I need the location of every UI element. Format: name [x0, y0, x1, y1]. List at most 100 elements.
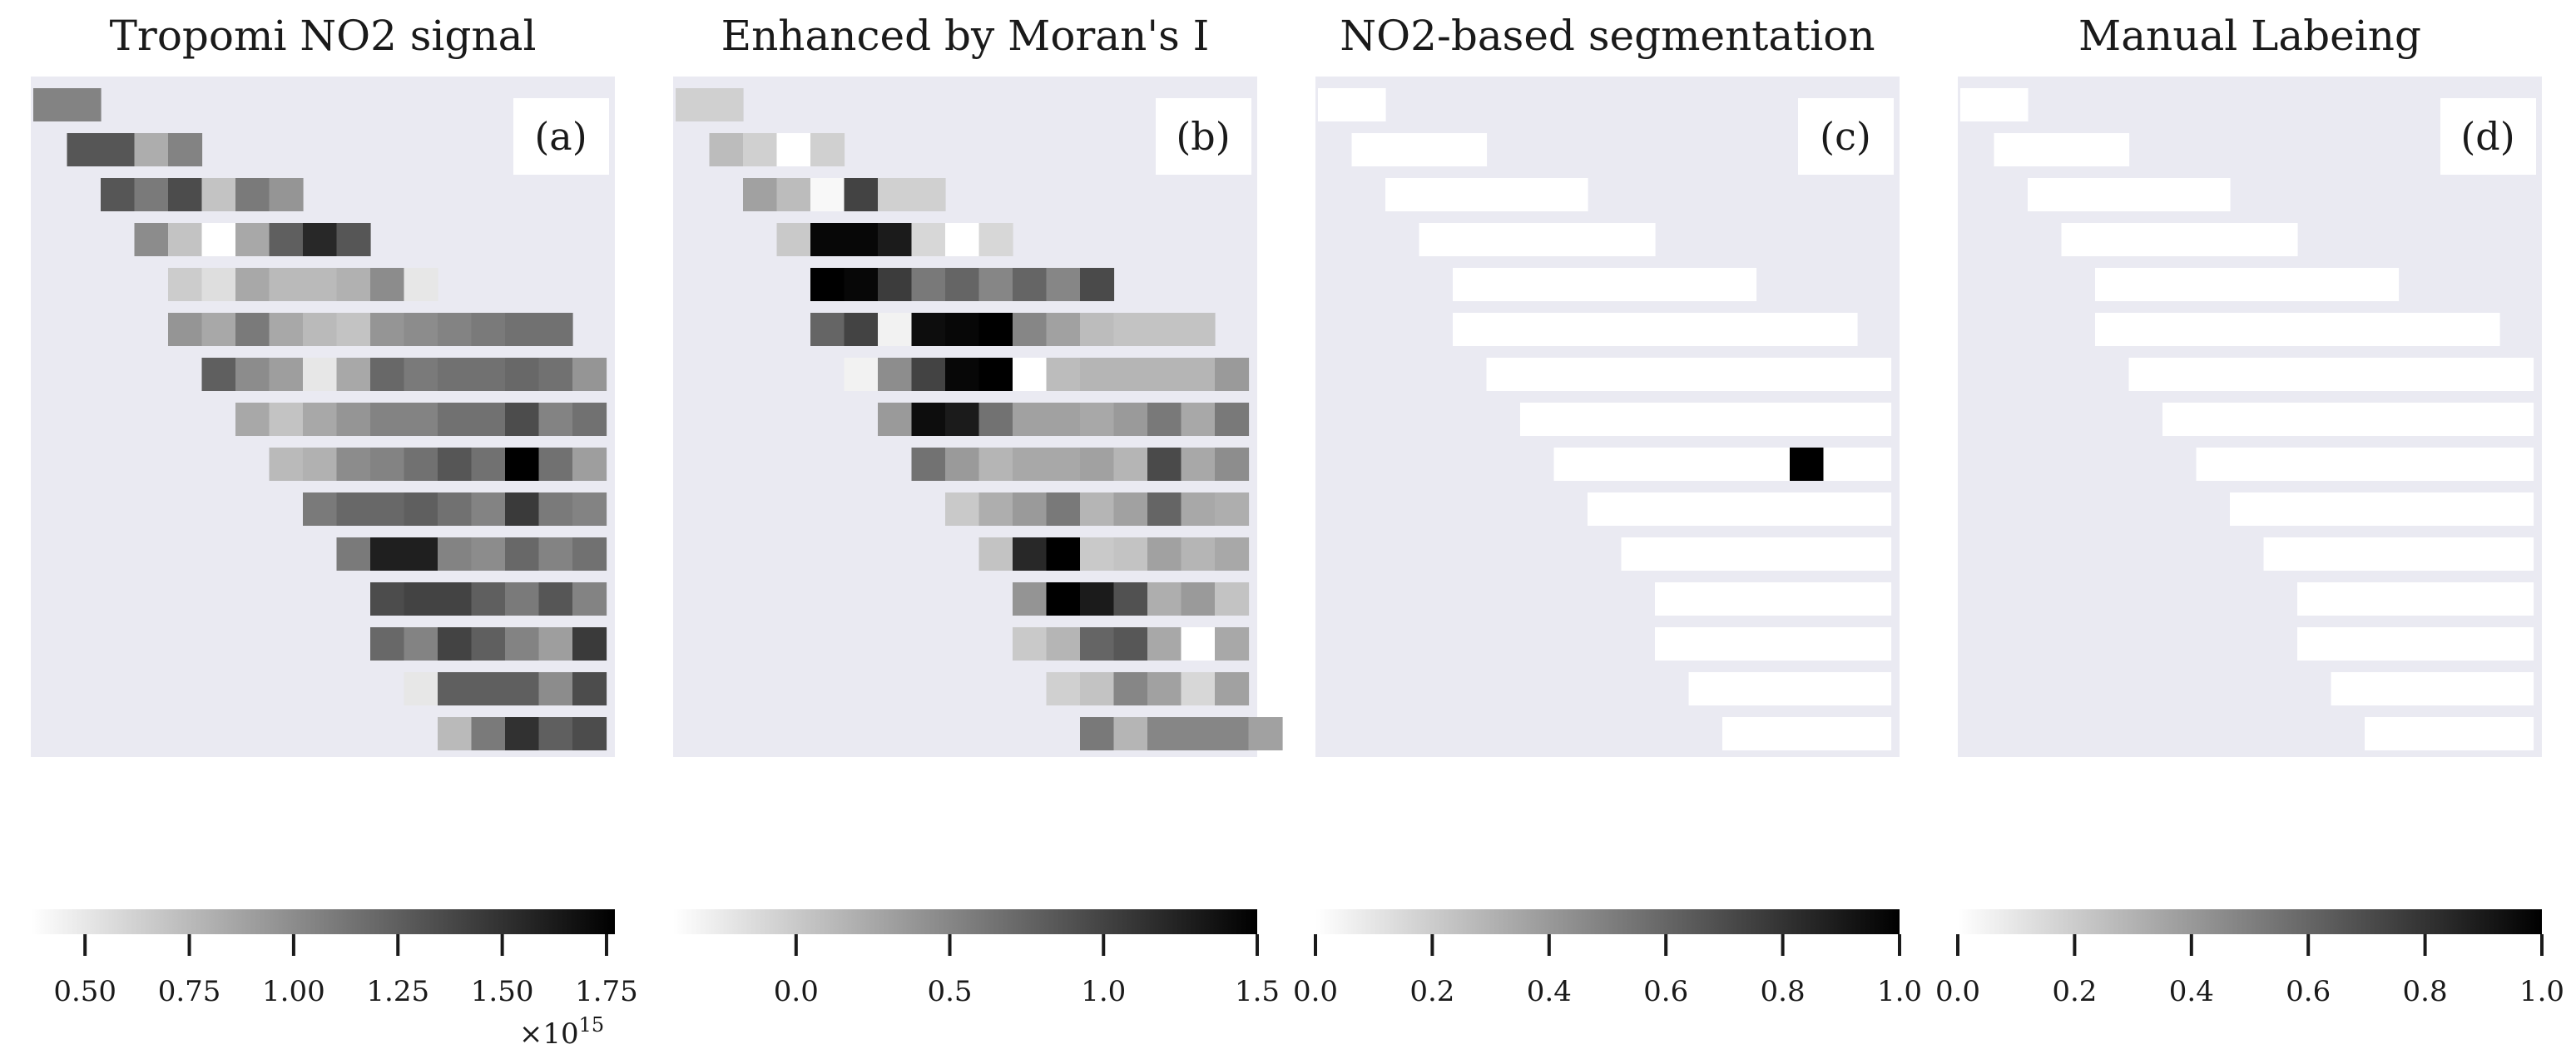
heatmap-cell — [1756, 358, 1791, 391]
heatmap-cell — [1621, 448, 1656, 481]
heatmap-cell — [1013, 448, 1048, 481]
heatmap-cell — [2432, 537, 2467, 571]
heatmap-cell — [1215, 672, 1250, 705]
heatmap-cell — [101, 133, 136, 166]
heatmap-cell — [1215, 492, 1250, 526]
heatmap-cell — [2398, 627, 2433, 661]
heatmap-cell — [1013, 313, 1048, 346]
heatmap-cell — [538, 627, 573, 661]
colorbar-tick-label: 0.0 — [1935, 975, 1980, 1008]
heatmap-cell — [1790, 717, 1825, 750]
heatmap-cell — [1688, 313, 1723, 346]
panel-label-box — [1798, 98, 1894, 175]
heatmap-cell — [1722, 403, 1757, 436]
panel-title: Enhanced by Moran's I — [721, 12, 1210, 60]
heatmap-cell — [2365, 627, 2400, 661]
heatmap-cell — [2128, 178, 2163, 211]
heatmap-cell — [1080, 582, 1115, 616]
heatmap-cell — [336, 313, 371, 346]
heatmap-cell — [201, 358, 236, 391]
heatmap-cell — [2297, 448, 2332, 481]
heatmap-cell — [2365, 358, 2400, 391]
heatmap-cell — [1147, 448, 1182, 481]
heatmap-cell — [1553, 403, 1588, 436]
heatmap-cell — [2061, 178, 2096, 211]
heatmap-cell — [438, 537, 473, 571]
heatmap-cell — [1181, 313, 1216, 346]
heatmap-cell — [1385, 133, 1420, 166]
panel-c: NO2-based segmentation (c) 0.0 0.2 0.4 0.6 0… — [1293, 12, 1922, 1008]
heatmap-cell — [2331, 492, 2365, 526]
colorbar-tick-label: 0.2 — [1409, 975, 1454, 1008]
heatmap-cell — [1215, 537, 1250, 571]
heatmap-cells — [1318, 88, 1892, 750]
heatmap-cell — [2263, 313, 2298, 346]
heatmap-cell — [911, 358, 946, 391]
heatmap-cell — [1080, 313, 1115, 346]
colorbar-tick-label: 1.25 — [366, 975, 429, 1008]
heatmap-cell — [2499, 358, 2534, 391]
heatmap-cell — [2061, 223, 2096, 256]
heatmap-cells — [33, 88, 607, 750]
heatmap-cell — [168, 223, 203, 256]
heatmap-cell — [1790, 672, 1825, 705]
heatmap-cell — [2331, 672, 2365, 705]
heatmap-cell — [1621, 537, 1656, 571]
heatmap-cell — [1857, 358, 1892, 391]
heatmap-cell — [2331, 268, 2365, 301]
heatmap-cell — [978, 537, 1013, 571]
heatmap-cell — [2331, 448, 2365, 481]
heatmap-cell — [945, 313, 980, 346]
heatmap-cell — [1046, 582, 1081, 616]
heatmap-cell — [1486, 268, 1521, 301]
heatmap-cell — [1823, 582, 1858, 616]
heatmap-cell — [1722, 358, 1757, 391]
heatmap-cell — [370, 358, 405, 391]
heatmap-cell — [1960, 88, 1995, 121]
heatmap-cell — [1722, 717, 1757, 750]
heatmap-cell — [1046, 492, 1081, 526]
heatmap-cell — [1756, 403, 1791, 436]
heatmap-cell — [1013, 403, 1048, 436]
heatmap-cell — [1655, 537, 1690, 571]
colorbar-tick-label: 1.0 — [1877, 975, 1922, 1008]
heatmap-cell — [336, 448, 371, 481]
heatmap-cell — [67, 133, 102, 166]
heatmap-cell — [1113, 313, 1148, 346]
heatmap-cell — [709, 88, 744, 121]
heatmap-cell — [370, 582, 405, 616]
heatmap-cell — [2398, 717, 2433, 750]
heatmap-cell — [878, 223, 913, 256]
heatmap-cell — [1046, 403, 1081, 436]
heatmap-cell — [2432, 313, 2467, 346]
heatmap-cell — [2331, 582, 2365, 616]
heatmap-cell — [1722, 268, 1757, 301]
heatmap-cell — [201, 313, 236, 346]
heatmap-cell — [2465, 672, 2500, 705]
heatmap-cell — [505, 403, 540, 436]
heatmap-cell — [505, 313, 540, 346]
heatmap-cell — [1790, 358, 1825, 391]
heatmap-cell — [1621, 492, 1656, 526]
heatmap-cell — [1857, 492, 1892, 526]
heatmap-cell — [2365, 537, 2400, 571]
heatmap-cell — [2331, 313, 2365, 346]
heatmap-cell — [1520, 178, 1555, 211]
heatmap-cell — [2263, 403, 2298, 436]
heatmap-cell — [336, 268, 371, 301]
heatmap-cell — [1147, 672, 1182, 705]
heatmap-cell — [1688, 582, 1723, 616]
heatmap-cell — [1113, 492, 1148, 526]
heatmap-cell — [2095, 268, 2130, 301]
heatmap-cell — [538, 537, 573, 571]
heatmap-cell — [2095, 313, 2130, 346]
heatmap-cell — [676, 88, 711, 121]
heatmap-cell — [1181, 582, 1216, 616]
heatmap-cell — [1147, 492, 1182, 526]
heatmap-cell — [2128, 223, 2163, 256]
heatmap-cell — [1453, 268, 1488, 301]
heatmap-cell — [2365, 492, 2400, 526]
heatmap-cell — [878, 358, 913, 391]
heatmap-cell — [572, 492, 607, 526]
heatmap-cell — [1688, 537, 1723, 571]
